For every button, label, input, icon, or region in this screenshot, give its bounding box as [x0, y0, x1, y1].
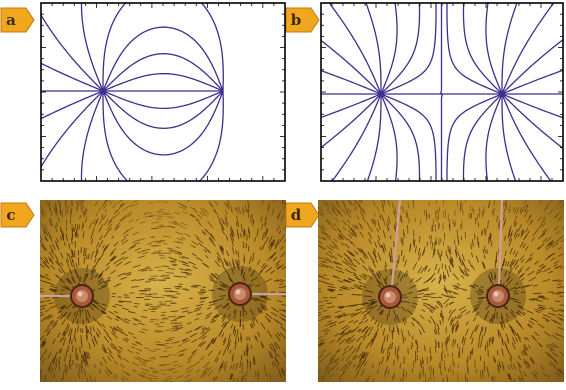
- panel-b-field-line: [501, 3, 518, 94]
- panel-b-field-line: [446, 3, 503, 95]
- panel-a-field-lines: [41, 3, 224, 181]
- panel-a-field-line: [41, 90, 104, 169]
- panel-b-field-line: [366, 94, 382, 181]
- electrode-photo-vertical-wires: [318, 200, 564, 382]
- panel-b-field-line: [440, 3, 502, 95]
- panel-b-field-line: [462, 3, 503, 95]
- panel-c-tag: c: [0, 201, 40, 231]
- panel-b-field-line: [380, 93, 437, 181]
- panel-b-field-line: [501, 38, 563, 95]
- panel-b-field-line: [485, 93, 503, 181]
- panel-b-field-line: [462, 93, 503, 181]
- panel-b-field-line: [501, 94, 517, 181]
- panel-b-field-line: [380, 93, 398, 181]
- panel-b-field-line: [321, 39, 382, 95]
- panel-a-field-line: [102, 26, 224, 92]
- panel-d-electrode: [486, 284, 510, 308]
- panel-c-wires: [40, 292, 286, 298]
- panel-a-letter: a: [6, 11, 16, 29]
- panel-a-diagram: [40, 2, 286, 186]
- panel-b-field-line: [501, 69, 563, 95]
- panel-b-field-line: [321, 69, 382, 95]
- panel-d-wire: [390, 200, 402, 287]
- panel-a-field-line: [102, 53, 224, 92]
- panel-c-electrode: [70, 284, 94, 308]
- panel-b-tag: b: [285, 6, 325, 36]
- panel-a-field-line: [41, 62, 104, 92]
- panel-d-wire: [497, 200, 504, 286]
- panel-a-field-line: [102, 3, 224, 92]
- panel-a-field-line: [41, 13, 104, 92]
- panel-c-photograph: [40, 200, 286, 382]
- panel-b-field-line: [321, 93, 382, 149]
- panel-b-field-line: [446, 93, 503, 181]
- panel-a-field-line: [102, 90, 224, 110]
- panel-b-field-lines: [321, 3, 563, 181]
- panel-d-letter: d: [290, 206, 302, 224]
- field-lines-like-charges: [320, 2, 564, 182]
- panel-b-field-line: [380, 3, 398, 95]
- panel-a-field-line: [102, 90, 224, 156]
- panel-c-electrode: [228, 282, 252, 306]
- panel-b-field-line: [380, 3, 421, 95]
- panel-b-field-line: [380, 3, 437, 95]
- panel-b-field-line: [331, 93, 382, 181]
- panel-d-electrode: [378, 285, 402, 309]
- panel-d-tag: d: [285, 201, 325, 231]
- panel-b-field-line: [328, 3, 382, 95]
- panel-b-frame-ticks: [321, 3, 563, 181]
- panel-a-field-line: [41, 90, 104, 120]
- panel-a-field-line: [102, 90, 224, 129]
- panel-a-tag: a: [0, 6, 40, 36]
- panel-c-letter: c: [6, 206, 16, 224]
- electrode-photo-horizontal-wires: [40, 200, 286, 382]
- panel-b-letter: b: [290, 11, 302, 29]
- panel-a-field-line: [80, 90, 104, 181]
- panel-b-field-line: [365, 3, 382, 94]
- panel-b-diagram: [320, 2, 564, 186]
- panel-b-field-line: [501, 93, 552, 181]
- panel-d-photograph: [318, 200, 564, 382]
- panel-a-field-line: [80, 3, 104, 92]
- panel-a-frame-ticks: [41, 3, 285, 181]
- panel-b-field-line: [501, 3, 555, 95]
- panel-b-field-line: [321, 93, 382, 119]
- panel-a-field-line: [102, 72, 224, 92]
- panel-b-field-line: [485, 3, 503, 95]
- panel-b-field-line: [501, 93, 563, 150]
- panel-d-seed-pattern: [318, 200, 564, 382]
- panel-c-seed-pattern: [40, 200, 286, 382]
- panel-d-wires: [390, 200, 504, 287]
- field-lines-opposite-charges: [40, 2, 286, 182]
- panel-a-field-line: [102, 90, 224, 181]
- panel-b-field-line: [501, 93, 563, 119]
- panel-b-field-line: [380, 93, 421, 181]
- panel-b-field-line: [381, 93, 443, 181]
